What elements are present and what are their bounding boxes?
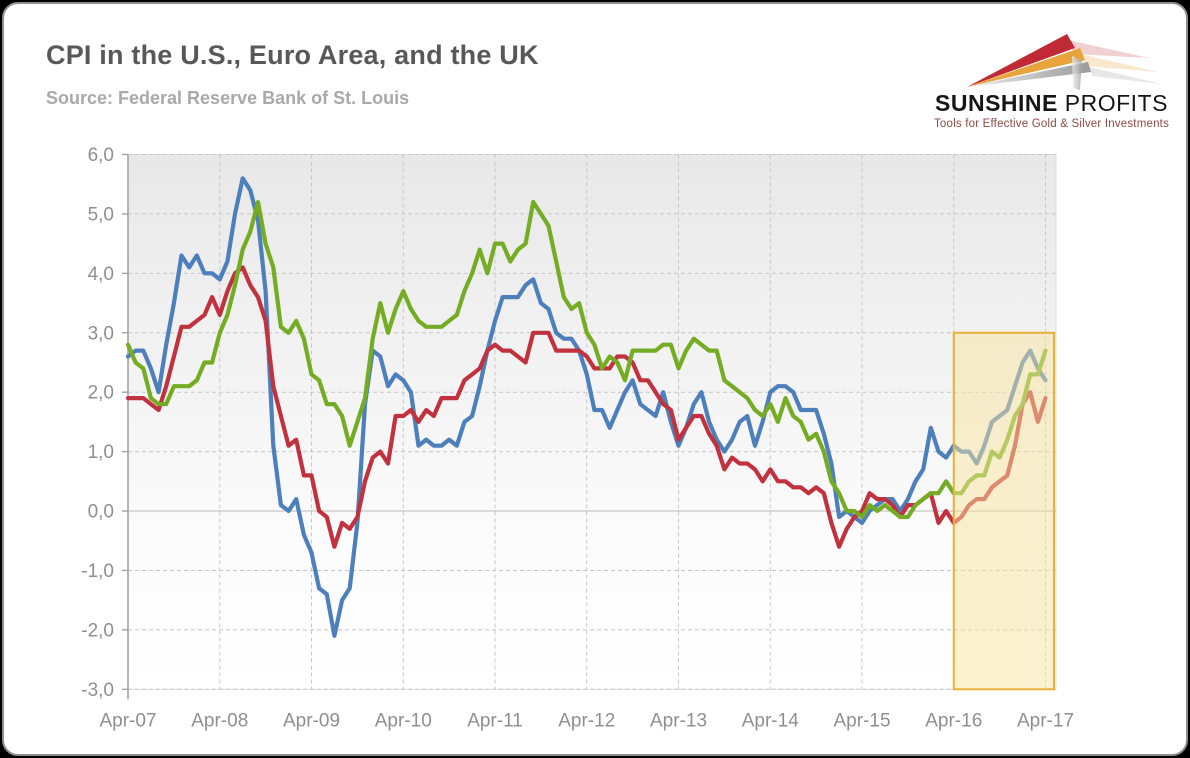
svg-text:6,0: 6,0 (88, 145, 114, 166)
svg-text:Apr-07: Apr-07 (99, 710, 156, 731)
svg-text:Apr-10: Apr-10 (375, 710, 432, 731)
brand-tagline: Tools for Effective Gold & Silver Invest… (933, 118, 1170, 130)
svg-text:0,0: 0,0 (88, 502, 114, 523)
svg-text:Apr-14: Apr-14 (742, 710, 799, 731)
chart-title: CPI in the U.S., Euro Area, and the UK (46, 40, 539, 70)
svg-text:4,0: 4,0 (88, 264, 114, 285)
line-euro-area (125, 265, 1048, 549)
svg-text:Apr-16: Apr-16 (925, 710, 982, 731)
svg-text:Apr-11: Apr-11 (467, 710, 523, 731)
axis (122, 153, 129, 700)
svg-text:5,0: 5,0 (88, 204, 114, 225)
cpi-chart: 6,0 5,0 4,0 3,0 2,0 1,0 0,0 -1,0 -2,0 -3,0 Apr-07… (81, 145, 1074, 731)
svg-text:2,0: 2,0 (88, 383, 114, 404)
svg-text:-3,0: -3,0 (81, 680, 114, 701)
x-axis-labels: Apr-07 Apr-08 Apr-09 Apr-10 Apr-11 Apr-12 Apr-… (99, 710, 1074, 731)
y-axis-labels: 6,0 5,0 4,0 3,0 2,0 1,0 0,0 -1,0 -2,0 -3,0 (81, 145, 114, 701)
line-uk (125, 199, 1048, 520)
highlight-region (952, 331, 1055, 691)
svg-text:Apr-12: Apr-12 (558, 710, 615, 731)
svg-text:3,0: 3,0 (88, 323, 114, 344)
brand-name: SUNSHINE PROFITS (929, 90, 1174, 117)
svg-text:Apr-15: Apr-15 (833, 710, 890, 731)
chart-source: Source: Federal Reserve Bank of St. Loui… (46, 88, 410, 108)
logo-arrows-icon (967, 34, 1162, 90)
svg-text:Apr-13: Apr-13 (650, 710, 707, 731)
line-u-s (125, 176, 1048, 638)
svg-text:-1,0: -1,0 (81, 561, 114, 582)
plot-area (127, 154, 1057, 690)
brand-name-light: PROFITS (1064, 90, 1168, 116)
svg-text:Apr-08: Apr-08 (191, 710, 248, 731)
svg-text:Apr-09: Apr-09 (283, 710, 340, 731)
svg-text:Apr-17: Apr-17 (1017, 710, 1074, 731)
svg-text:-2,0: -2,0 (81, 620, 114, 641)
sunshine-logo: SUNSHINE PROFITS Tools for Effective Gol… (929, 10, 1174, 130)
svg-text:1,0: 1,0 (88, 442, 114, 463)
series-lines (125, 176, 1048, 638)
brand-name-bold: SUNSHINE (935, 90, 1058, 116)
